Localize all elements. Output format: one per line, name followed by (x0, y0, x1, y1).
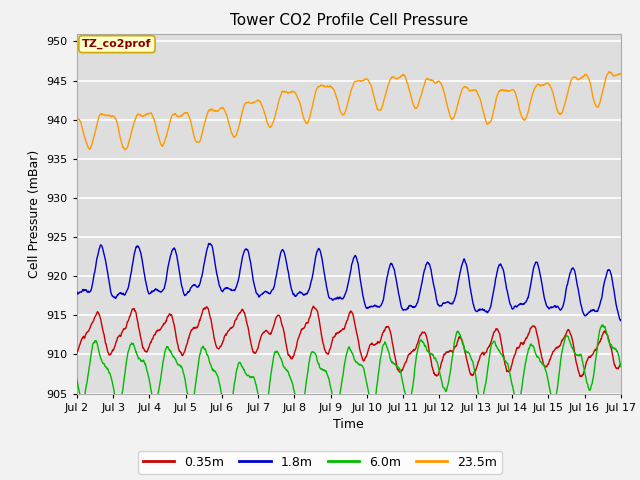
X-axis label: Time: Time (333, 418, 364, 431)
Legend: 0.35m, 1.8m, 6.0m, 23.5m: 0.35m, 1.8m, 6.0m, 23.5m (138, 451, 502, 474)
Title: Tower CO2 Profile Cell Pressure: Tower CO2 Profile Cell Pressure (230, 13, 468, 28)
Text: TZ_co2prof: TZ_co2prof (82, 39, 152, 49)
Y-axis label: Cell Pressure (mBar): Cell Pressure (mBar) (28, 149, 41, 278)
